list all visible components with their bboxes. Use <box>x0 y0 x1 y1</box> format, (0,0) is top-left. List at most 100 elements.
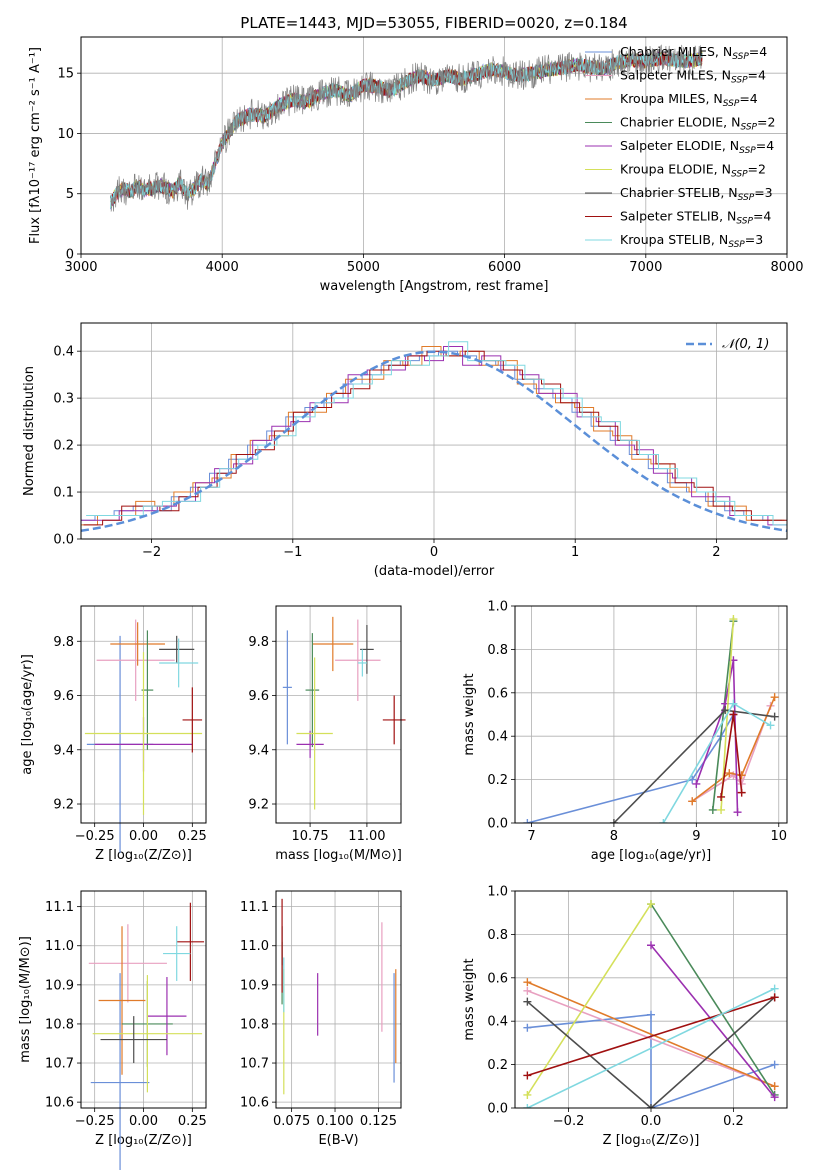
legend-entry: Kroupa ELODIE, NSSP=2 <box>620 162 766 180</box>
y-tick-label: 0.8 <box>487 643 508 658</box>
grid <box>276 606 401 823</box>
legend-subscript: SSP <box>740 123 757 133</box>
point-marker <box>729 710 738 719</box>
x-tick-label: 0.125 <box>360 1114 397 1129</box>
panel-age-vs-mass: 10.75 11.00 9.2 9.4 9.6 9.8 mass [log₁₀(M/M⊙)] <box>248 605 406 863</box>
gaussian-curve <box>81 350 787 533</box>
x-axis-label: Z [log₁₀(Z/Z⊙)] <box>95 848 192 863</box>
point-marker <box>609 819 618 823</box>
legend-count: =4 <box>756 138 774 153</box>
series-lines <box>523 615 779 823</box>
legend-count: =4 <box>748 68 766 83</box>
errorbar-salpeter-elodie <box>147 977 187 1056</box>
y-tick-label: 10.9 <box>240 978 269 993</box>
histogram-salpeter-elodie <box>81 346 787 526</box>
axes-frame <box>80 605 207 824</box>
series-line <box>691 696 776 802</box>
y-tick-label: 0.2 <box>53 439 74 454</box>
x-tick-label: 8000 <box>770 260 803 275</box>
series-salpeter-elodie <box>647 941 779 1102</box>
legend-subscript: SSP <box>728 240 745 250</box>
x-tick-label: 10.75 <box>291 829 328 844</box>
y-tick-label: 0.4 <box>487 1015 508 1030</box>
series-line <box>662 702 771 823</box>
legend-count: =2 <box>748 162 766 177</box>
errorbar-salpeter-stelib <box>176 902 205 981</box>
legend-entry: Chabrier ELODIE, NSSP=2 <box>620 115 775 133</box>
legend-count: =4 <box>753 209 771 224</box>
x-tick-label: 6000 <box>488 260 521 275</box>
errorbar-kroupa-miles <box>110 622 165 666</box>
point-marker <box>770 693 779 702</box>
spectrum-lines <box>110 44 703 212</box>
y-tick-label: 15 <box>57 67 74 82</box>
errorbar-salpeter-miles <box>88 924 167 1003</box>
series-lines <box>523 900 779 1108</box>
errorbar-salpeter-elodie <box>296 730 324 758</box>
y-tick-label: 0.8 <box>487 928 508 943</box>
point-marker <box>770 1060 779 1069</box>
legend-count: =2 <box>757 115 775 130</box>
legend-entry: Salpeter ELODIE, NSSP=4 <box>620 138 774 156</box>
x-axis-label: (data-model)/error <box>374 564 495 579</box>
legend-subscript: SSP <box>732 52 749 62</box>
point-marker <box>523 997 532 1006</box>
y-tick-label: 11.0 <box>45 939 74 954</box>
y-tick-label: 0.0 <box>53 533 74 548</box>
x-tick-label: 5000 <box>347 260 380 275</box>
series-line <box>526 903 652 1096</box>
point-marker <box>523 1090 532 1099</box>
series-kroupa-miles <box>688 693 779 806</box>
point-marker <box>721 706 730 715</box>
errorbar-kroupa-stelib <box>163 926 191 981</box>
series-salpeter-stelib <box>717 710 746 801</box>
x-tick-label: 7000 <box>629 260 662 275</box>
axes-frame <box>275 605 402 824</box>
series-line <box>527 987 775 1108</box>
y-tick-label: 0.2 <box>487 1058 508 1073</box>
y-tick-label: 9.4 <box>248 743 269 758</box>
point-marker <box>770 712 779 721</box>
series-chabrier-stelib <box>609 706 779 823</box>
panel-mass-weight-vs-age: 7 8 9 10 0.0 0.2 0.4 0.6 0.8 1.0 age [log₁₀(age/yr… <box>462 600 788 863</box>
y-tick-label: 10.8 <box>45 1017 74 1032</box>
errorbar-chabrier-stelib <box>100 1016 167 1064</box>
x-axis-label: Z [log₁₀(Z/Z⊙)] <box>95 1133 192 1148</box>
y-axis-label: age [log₁₀(age/yr)] <box>20 654 35 775</box>
x-axis-label: mass [log₁₀(M/M⊙)] <box>275 848 402 863</box>
series-kroupa-elodie <box>523 900 655 1099</box>
y-axis-label: Flux [fλ10⁻¹⁷ erg cm⁻² s⁻¹ A⁻¹] <box>28 47 43 244</box>
series-line <box>650 903 776 1096</box>
panel-mass-vs-ebv: 0.075 0.100 0.125 10.6 10.7 10.8 10.9 11.0 11.1 E… <box>240 890 402 1148</box>
x-tick-label: 0.100 <box>316 1114 353 1129</box>
x-tick-label: 0.25 <box>178 1114 207 1129</box>
errorbar-kroupa-miles <box>98 926 146 1075</box>
point-marker <box>647 1010 655 1019</box>
y-tick-label: 10.6 <box>240 1096 269 1111</box>
series-line <box>613 709 775 823</box>
point-marker <box>523 986 532 995</box>
panel-mass-vs-Z: −0.25 0.00 0.25 10.6 10.7 10.8 10.9 11.0 11.1 Z [… <box>18 890 207 1170</box>
point-marker <box>770 984 779 993</box>
x-tick-label: 0.075 <box>273 1114 310 1129</box>
point-marker <box>733 808 742 817</box>
series-kroupa-stelib <box>523 984 779 1108</box>
legend-count: =3 <box>754 185 772 200</box>
legend-subscript: SSP <box>738 193 755 203</box>
x-tick-label: 1 <box>571 545 579 560</box>
y-axis-label: Normed distribution <box>22 366 37 496</box>
errorbar-chabrier-elodie <box>305 633 320 748</box>
point-marker <box>647 1104 655 1108</box>
x-tick-label: 2 <box>712 545 720 560</box>
y-tick-label: 9.8 <box>53 635 74 650</box>
x-tick-label: 3000 <box>64 260 97 275</box>
errorbar-salpeter-miles <box>96 619 175 701</box>
y-tick-label: 11.1 <box>240 900 269 915</box>
series-line <box>650 944 776 1098</box>
x-tick-label: −0.2 <box>553 1114 585 1129</box>
x-tick-label: 0.0 <box>641 1114 662 1129</box>
panel-age-vs-Z: −0.25 0.00 0.25 9.2 9.4 9.6 9.8 Z [log₁₀(Z/Z⊙)]… <box>20 605 207 863</box>
axes-frame <box>80 36 788 255</box>
point-marker <box>692 779 701 788</box>
